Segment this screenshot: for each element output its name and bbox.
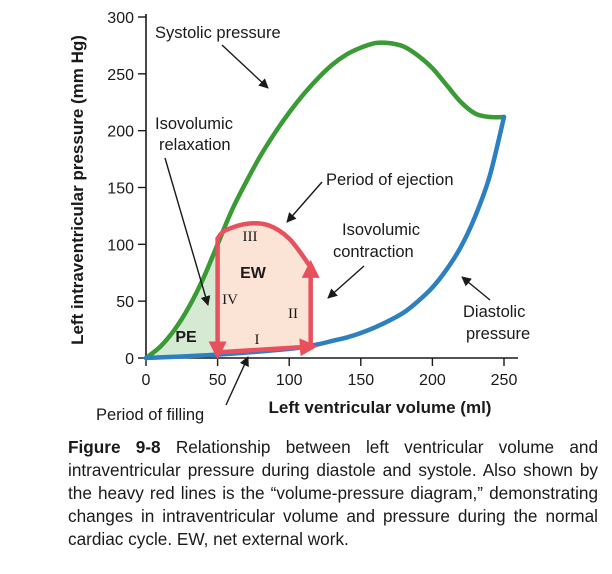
y-tick-label: 200 [107, 124, 134, 141]
x-tick-label: 250 [491, 372, 518, 389]
figure-caption: Figure 9-8 Relationship between left ven… [68, 436, 598, 551]
ew-region [217, 223, 311, 353]
y-tick-label: 150 [107, 181, 134, 198]
systolic-curve [143, 40, 507, 361]
x-tick-label: 0 [142, 372, 151, 389]
isovolumic-contraction-label-line1: Isovolumic [342, 221, 420, 239]
diastolic-pressure-label-line1: Diastolic [463, 303, 525, 321]
isovolumic-relaxation-label-line2: relaxation [159, 136, 231, 154]
period-of-filling-label: Period of filling [96, 406, 204, 424]
x-tick-label: 100 [276, 372, 303, 389]
filling-pointer [225, 356, 249, 406]
caption-text: Relationship between left ventricular vo… [68, 437, 599, 549]
diastolic-pointer [461, 276, 491, 301]
loop-phase-iii [215, 220, 313, 270]
period-of-ejection-label: Period of ejection [326, 171, 454, 189]
pe-region [146, 244, 218, 358]
x-tick-label: 50 [209, 372, 227, 389]
y-axis-title: Left intraventricular pressure (mm Hg) [68, 35, 87, 345]
x-tick-label: 150 [347, 372, 374, 389]
pe-label: PE [175, 329, 197, 346]
x-axis-title: Left ventricular volume (ml) [269, 398, 492, 417]
volume-pressure-loop [208, 220, 320, 360]
isovolumic-contraction-pointer [327, 265, 365, 299]
pressure-volume-chart: 0 50 100 150 200 250 0 50 100 150 200 250 300 Left … [68, 10, 530, 424]
y-tick-label: 100 [107, 237, 134, 254]
loop-phase-i [215, 338, 318, 357]
phase-ii-label: II [288, 306, 298, 322]
ew-label: EW [240, 265, 267, 282]
x-ticks: 0 50 100 150 200 250 [142, 358, 518, 389]
y-tick-label: 50 [116, 294, 134, 311]
systolic-pointer [221, 44, 269, 89]
y-tick-label: 0 [125, 351, 134, 368]
isovolumic-relaxation-pointer [164, 157, 211, 306]
diastolic-pressure-label-line2: pressure [466, 325, 530, 343]
isovolumic-contraction-label-line2: contraction [333, 243, 414, 261]
y-tick-label: 300 [107, 10, 134, 27]
y-ticks: 0 50 100 150 200 250 300 [107, 10, 146, 368]
phase-iii-label: III [243, 229, 258, 245]
phase-iv-label: IV [222, 292, 238, 308]
y-tick-label: 250 [107, 67, 134, 84]
phase-i-label: I [255, 332, 260, 348]
figure-label: Figure 9-8 [68, 437, 161, 457]
ejection-pointer [286, 181, 323, 223]
isovolumic-relaxation-label-line1: Isovolumic [155, 115, 233, 133]
x-tick-label: 200 [419, 372, 446, 389]
systolic-pressure-label: Systolic pressure [155, 24, 281, 42]
